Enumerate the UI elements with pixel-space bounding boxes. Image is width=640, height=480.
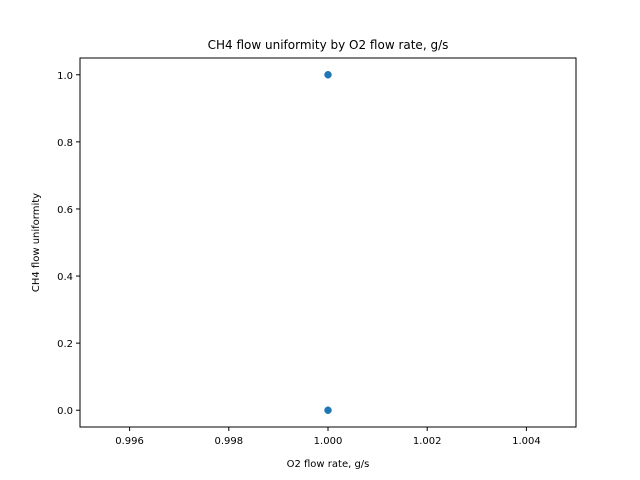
x-tick-label: 1.002: [413, 436, 442, 447]
x-tick-label: 0.998: [214, 436, 243, 447]
data-point: [324, 71, 332, 79]
y-tick-label: 0.8: [57, 138, 73, 149]
plot-frame: [79, 57, 577, 428]
x-tick-label: 0.996: [115, 436, 144, 447]
data-point: [324, 406, 332, 414]
y-axis-label: CH4 flow uniformity: [31, 193, 42, 292]
y-tick-label: 0.6: [57, 205, 73, 216]
x-axis-label: O2 flow rate, g/s: [287, 459, 370, 470]
y-axis: 0.0 0.2 0.4 0.6 0.8 1.0: [57, 71, 80, 417]
x-axis: 0.996 0.998 1.000 1.002 1.004: [115, 427, 541, 447]
data-points: [324, 71, 332, 414]
chart-title: CH4 flow uniformity by O2 flow rate, g/s: [208, 38, 449, 52]
x-tick-label: 1.004: [512, 436, 541, 447]
x-tick-label: 1.000: [314, 436, 343, 447]
y-tick-label: 0.4: [57, 272, 73, 283]
plot-area: [79, 57, 577, 428]
y-tick-label: 1.0: [57, 71, 73, 82]
y-tick-label: 0.0: [57, 406, 73, 417]
y-tick-label: 0.2: [57, 339, 73, 350]
